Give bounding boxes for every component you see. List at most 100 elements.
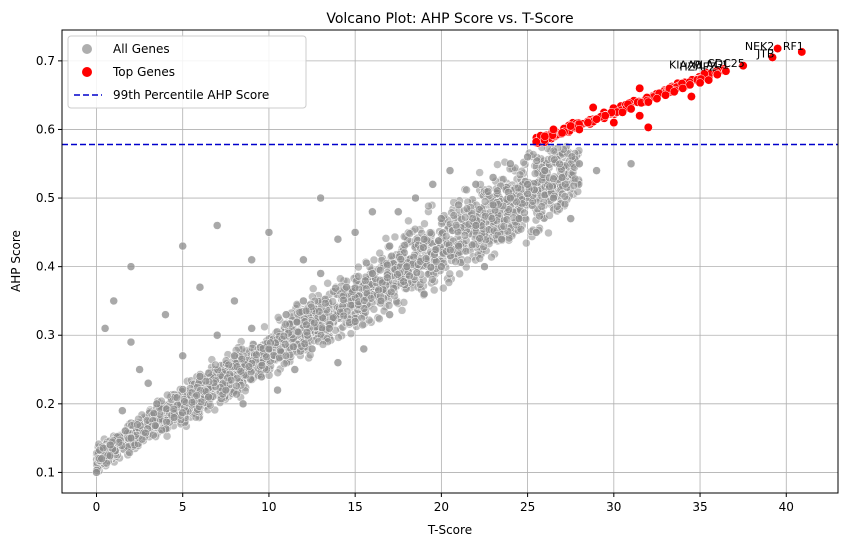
all-genes-point — [386, 287, 396, 297]
all-genes-point — [428, 275, 437, 284]
top-genes-point — [583, 118, 593, 128]
all-genes-point — [537, 202, 547, 211]
all-genes-point — [212, 221, 222, 230]
all-genes-point — [405, 229, 414, 238]
all-genes-point — [350, 283, 360, 293]
top-genes-point — [600, 111, 610, 121]
all-genes-point — [449, 211, 459, 220]
all-genes-point — [530, 169, 540, 178]
all-genes-point — [535, 211, 544, 221]
all-genes-point — [506, 159, 515, 169]
all-genes-point — [480, 197, 490, 206]
all-genes-point — [299, 296, 308, 306]
all-genes-point — [109, 296, 118, 306]
all-genes-point — [346, 329, 356, 338]
all-genes-point — [387, 251, 396, 261]
all-genes-point — [150, 421, 160, 430]
legend-label-all-genes: All Genes — [113, 42, 170, 56]
all-genes-point — [126, 433, 136, 443]
all-genes-point — [100, 324, 110, 333]
all-genes-point — [437, 262, 446, 271]
all-genes-point — [411, 193, 420, 203]
legend-marker-top-genes — [82, 67, 92, 77]
all-genes-point — [570, 174, 580, 184]
all-genes-point — [428, 180, 438, 189]
all-genes-point — [178, 351, 187, 361]
all-genes-point — [523, 189, 532, 199]
all-genes-point — [152, 399, 162, 409]
all-genes-point — [273, 385, 282, 395]
gene-label: HZAFZ — [679, 60, 717, 73]
all-genes-point — [317, 323, 327, 333]
all-genes-point — [328, 297, 337, 306]
top-genes-point — [768, 52, 777, 62]
x-axis-title: T-Score — [427, 523, 472, 537]
all-genes-point — [385, 241, 394, 251]
all-genes-point — [163, 390, 172, 400]
all-genes-point — [187, 397, 197, 407]
all-genes-point — [121, 426, 130, 436]
all-genes-point — [369, 305, 379, 314]
y-tick-label: 0.5 — [36, 191, 55, 205]
all-genes-point — [555, 159, 564, 169]
top-genes-point — [540, 131, 550, 141]
top-genes-point — [635, 111, 645, 121]
all-genes-point — [133, 420, 142, 429]
all-genes-point — [294, 327, 303, 337]
all-genes-point — [549, 193, 558, 203]
all-genes-point — [445, 269, 454, 279]
all-genes-point — [467, 240, 477, 250]
all-genes-point — [462, 204, 472, 213]
top-genes-point — [549, 125, 558, 134]
all-genes-point — [180, 397, 189, 406]
all-genes-point — [493, 160, 502, 169]
x-tick-label: 0 — [93, 500, 101, 514]
gene-label: CDC25 — [707, 57, 745, 70]
all-genes-point — [454, 200, 463, 210]
all-genes-point — [195, 282, 205, 292]
all-genes-point — [488, 200, 498, 210]
x-tick-label: 20 — [434, 500, 449, 514]
all-genes-point — [544, 228, 553, 238]
all-genes-point — [264, 228, 274, 237]
all-genes-point — [157, 425, 167, 435]
all-genes-point — [471, 180, 481, 189]
all-genes-point — [97, 454, 106, 463]
all-genes-point — [361, 276, 370, 286]
top-genes-point — [669, 87, 679, 97]
all-genes-point — [514, 214, 524, 223]
all-genes-point — [169, 404, 179, 414]
all-genes-point — [439, 283, 448, 293]
all-genes-point — [560, 199, 570, 209]
all-genes-point — [553, 202, 562, 211]
all-genes-point — [300, 339, 309, 348]
all-genes-point — [375, 248, 385, 258]
x-tick-label: 5 — [179, 500, 187, 514]
all-genes-point — [342, 282, 351, 292]
y-tick-label: 0.4 — [36, 260, 55, 274]
all-genes-point — [460, 213, 470, 222]
all-genes-point — [212, 330, 222, 340]
x-axis: 0 5 10 15 20 25 30 35 40 — [93, 493, 794, 514]
all-genes-point — [307, 344, 317, 354]
all-genes-point — [421, 254, 431, 263]
all-genes-point — [506, 193, 515, 203]
all-genes-point — [540, 166, 550, 175]
all-genes-point — [359, 344, 369, 354]
all-genes-point — [397, 306, 407, 315]
all-genes-point — [302, 320, 311, 330]
all-genes-point — [592, 166, 601, 175]
all-genes-point — [334, 333, 343, 342]
all-genes-point — [325, 324, 334, 333]
all-genes-point — [419, 243, 428, 252]
all-genes-point — [393, 270, 402, 279]
all-genes-point — [405, 271, 414, 281]
legend-label-top-genes: Top Genes — [112, 65, 175, 79]
all-genes-point — [125, 448, 134, 457]
all-genes-point — [331, 284, 340, 293]
all-genes-point — [178, 241, 187, 251]
all-genes-point — [264, 344, 274, 354]
all-genes-point — [292, 317, 302, 327]
all-genes-point — [135, 365, 144, 374]
all-genes-point — [273, 368, 283, 377]
